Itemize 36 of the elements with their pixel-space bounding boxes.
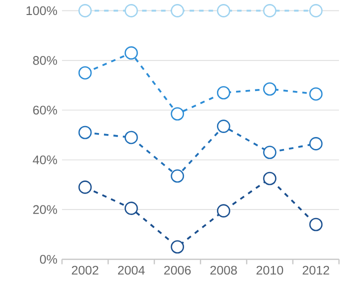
y-tick-label: 20%	[33, 205, 58, 214]
point	[309, 87, 323, 101]
y-tick-label: 0%	[40, 254, 58, 264]
point	[124, 46, 138, 60]
x-tick-label: 2002	[72, 266, 98, 275]
point	[309, 4, 323, 18]
point	[263, 82, 276, 96]
point	[309, 137, 323, 150]
point	[216, 204, 230, 218]
point	[263, 4, 276, 18]
x-tick-label: 2008	[210, 266, 237, 275]
x-tick-label: 2004	[118, 266, 145, 275]
point	[216, 4, 230, 18]
point	[263, 172, 276, 186]
y-tick-label: 100%	[26, 6, 58, 16]
point	[170, 240, 184, 254]
point	[216, 120, 230, 133]
point	[78, 180, 92, 194]
point	[78, 126, 92, 140]
point	[78, 4, 92, 18]
point	[124, 4, 138, 18]
point	[124, 202, 138, 215]
x-tick-label: 2010	[256, 266, 284, 275]
y-tick-label: 80%	[33, 56, 58, 65]
point	[170, 4, 184, 18]
point	[263, 146, 276, 160]
y-tick-label: 60%	[33, 106, 58, 115]
x-tick-label: 2012	[302, 266, 330, 275]
point	[124, 130, 138, 144]
point	[216, 86, 230, 100]
point	[309, 218, 323, 232]
point	[78, 66, 92, 80]
x-tick-label: 2006	[164, 266, 191, 275]
point	[170, 169, 184, 183]
point	[170, 107, 184, 121]
y-tick-label: 40%	[32, 155, 58, 164]
